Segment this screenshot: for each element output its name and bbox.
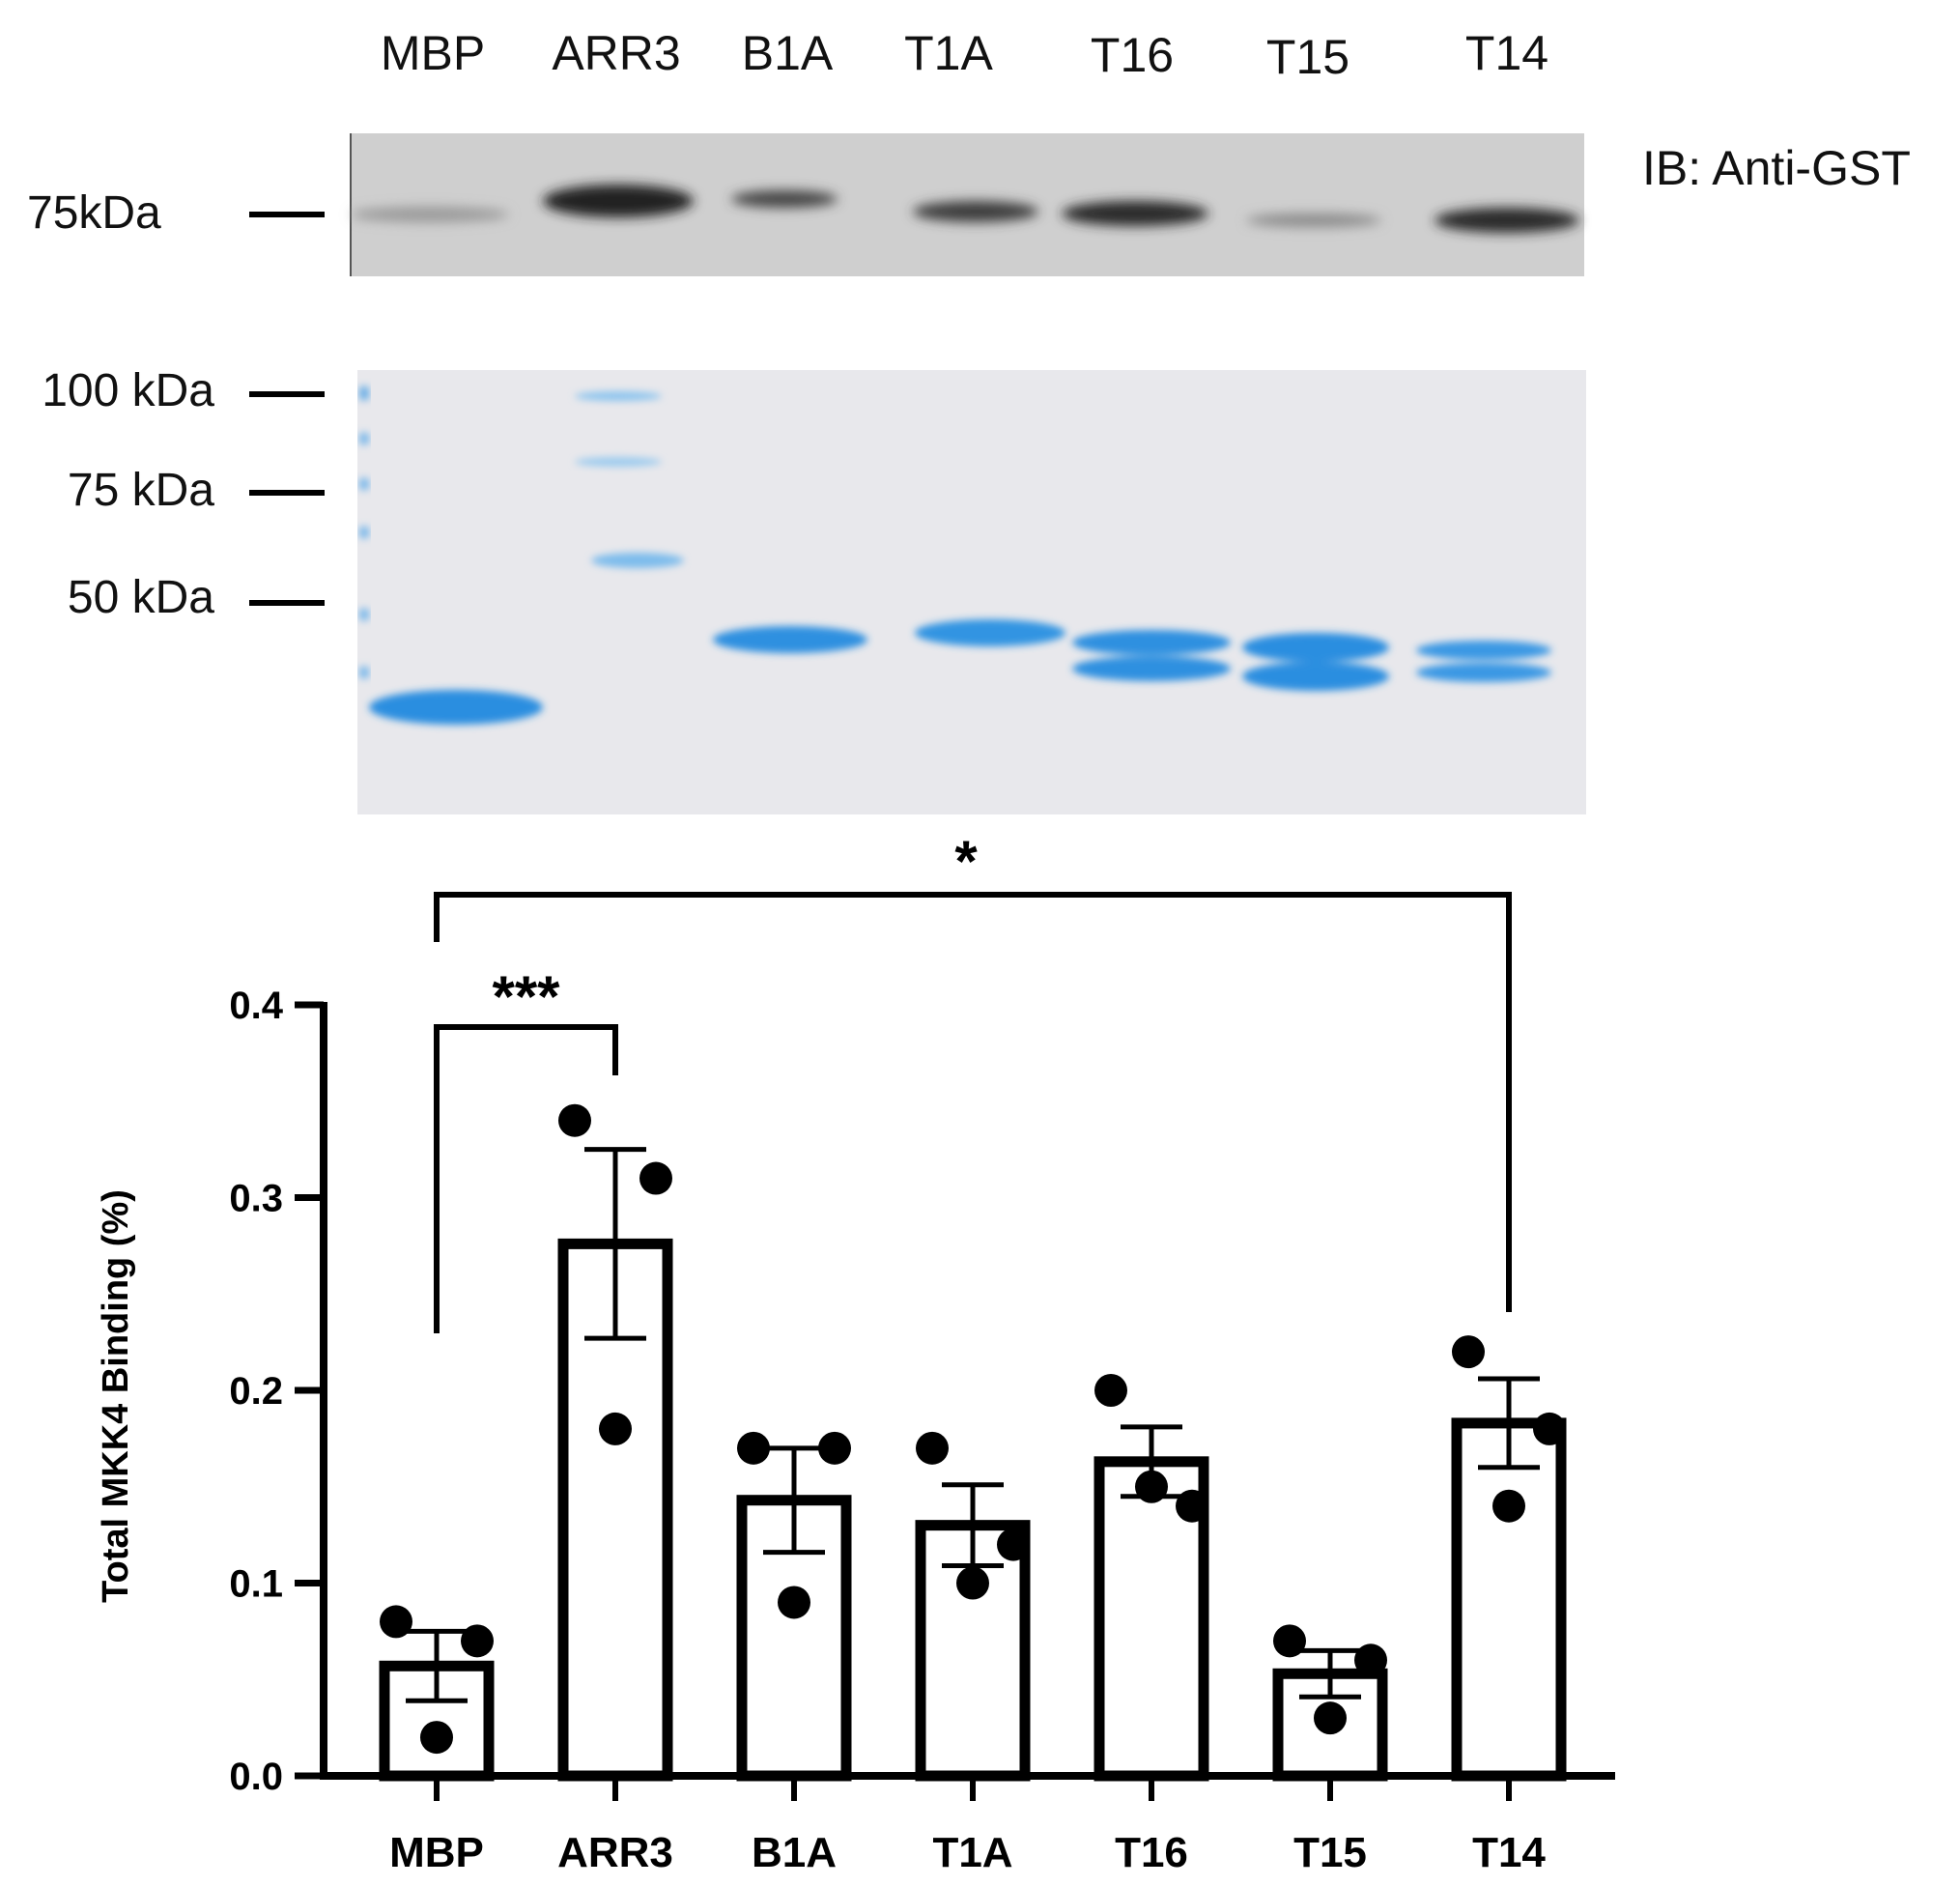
data-point-t1a — [956, 1566, 989, 1600]
blot-band-t14 — [1434, 208, 1579, 233]
ladder-band — [359, 609, 369, 620]
gel-marker-label-75: 75 kDa — [68, 465, 214, 516]
gel-band-t14-lower — [1416, 663, 1551, 682]
lane-label-t16: T16 — [1091, 28, 1174, 82]
data-point-t14 — [1492, 1489, 1525, 1523]
coomassie-gel — [357, 370, 1586, 814]
gel-band-arr3-1 — [575, 391, 662, 401]
western-blot — [350, 133, 1584, 276]
blot-band-arr3 — [543, 185, 694, 217]
ladder-band — [359, 433, 369, 444]
blot-band-b1a — [731, 190, 838, 208]
data-point-mbp — [380, 1605, 412, 1639]
ladder-band — [359, 527, 369, 538]
blot-band-mbp — [351, 207, 509, 222]
gel-band-t1a — [915, 619, 1065, 646]
bar-t14 — [1451, 1417, 1567, 1782]
y-axis-title: Total MKK4 Binding (%) — [96, 1189, 136, 1603]
data-point-t16 — [1135, 1470, 1168, 1503]
lane-label-t1a: T1A — [904, 26, 993, 80]
gel-band-t15-lower — [1242, 662, 1389, 691]
blot-band-t16 — [1062, 201, 1208, 226]
data-point-t16 — [1094, 1374, 1127, 1407]
y-tick-label-1: 0.1 — [229, 1563, 283, 1606]
ib-marker-label: 75kDa — [27, 187, 161, 239]
x-tick-label-t1a: T1A — [932, 1829, 1012, 1876]
x-tick-label-t14: T14 — [1472, 1829, 1546, 1876]
bar-arr3 — [557, 1238, 673, 1782]
ib-label: IB: Anti-GST — [1642, 141, 1911, 195]
data-point-mbp — [461, 1624, 494, 1658]
data-point-arr3 — [639, 1161, 672, 1195]
lane-label-arr3: ARR3 — [552, 26, 680, 80]
data-point-t14 — [1452, 1335, 1485, 1369]
data-point-t14 — [1533, 1412, 1566, 1445]
y-tick-label-0: 0.0 — [229, 1756, 283, 1798]
gel-band-mbp — [369, 690, 543, 725]
lane-label-t15: T15 — [1266, 30, 1349, 84]
data-point-t16 — [1176, 1489, 1208, 1523]
x-tick-label-t16: T16 — [1115, 1829, 1188, 1876]
data-point-t15 — [1314, 1701, 1347, 1735]
x-tick-label-t15: T15 — [1293, 1829, 1367, 1876]
data-point-arr3 — [599, 1412, 632, 1445]
ladder-band — [359, 386, 369, 400]
y-tick-label-2: 0.2 — [229, 1370, 283, 1413]
gel-band-t16-upper — [1072, 630, 1231, 655]
lane-label-b1a: B1A — [742, 26, 834, 80]
gel-band-t15-upper — [1242, 633, 1389, 662]
significance-label-mbp-t14: * — [954, 829, 978, 894]
data-point-t15 — [1354, 1643, 1387, 1677]
x-tick-label-b1a: B1A — [752, 1829, 837, 1876]
blot-band-t15 — [1246, 214, 1381, 227]
data-point-t15 — [1273, 1624, 1306, 1658]
ladder-band — [359, 667, 369, 678]
gel-band-arr3-3 — [591, 553, 684, 568]
y-tick-label-4: 0.4 — [229, 985, 283, 1027]
significance-bracket-mbp-arr3 — [434, 1024, 618, 1333]
x-tick-label-arr3: ARR3 — [557, 1829, 673, 1876]
y-tick-label-3: 0.3 — [229, 1178, 283, 1220]
lane-labels: MBP ARR3 B1A T1A T16 T15 T14 — [381, 26, 1548, 84]
gel-marker-label-100: 100 kDa — [42, 365, 214, 416]
data-point-b1a — [778, 1586, 810, 1619]
gel-band-b1a — [713, 626, 867, 653]
data-point-t1a — [997, 1528, 1030, 1561]
bar-chart: MBP ARR3 B1A T1A T16 T15 T14 0.0 0.1 0.2 0.3 0.4 Tot… — [96, 829, 1615, 1876]
blot-bands — [351, 185, 1579, 233]
gel-marker-label-50: 50 kDa — [68, 572, 214, 623]
data-point-b1a — [737, 1431, 770, 1465]
gel-band-arr3-2 — [575, 457, 662, 467]
lane-label-mbp: MBP — [381, 26, 485, 80]
significance-bracket-mbp-t14 — [434, 892, 1512, 1312]
blot-band-t1a — [913, 201, 1038, 222]
data-point-mbp — [420, 1721, 453, 1755]
gel-band-t14-upper — [1416, 641, 1551, 660]
gel-bands — [369, 391, 1551, 725]
ladder-band — [359, 478, 369, 490]
gel-band-t16-lower — [1072, 656, 1231, 681]
data-point-t1a — [916, 1431, 949, 1465]
significance-label-mbp-arr3: *** — [492, 964, 560, 1029]
data-point-arr3 — [558, 1103, 591, 1137]
gel-background — [357, 370, 1586, 814]
x-tick-label-mbp: MBP — [389, 1829, 484, 1876]
gel-ladder — [359, 386, 369, 678]
lane-label-t14: T14 — [1465, 26, 1548, 80]
data-point-b1a — [818, 1431, 851, 1465]
